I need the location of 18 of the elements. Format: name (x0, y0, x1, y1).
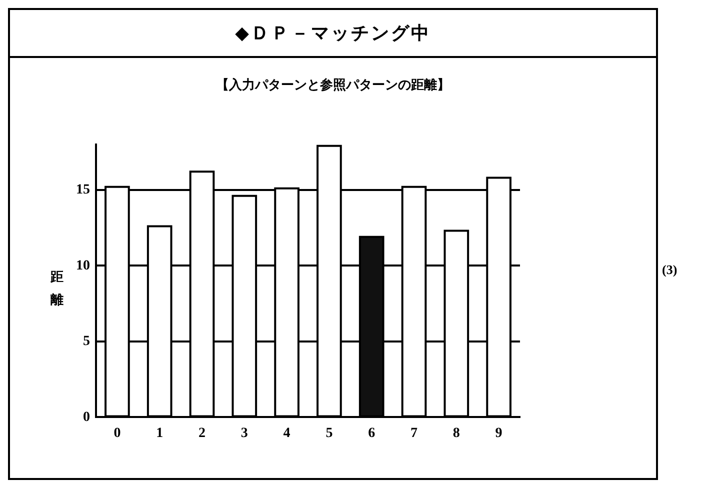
x-tick-label: 0 (114, 426, 121, 442)
y-tick-label: 5 (83, 334, 90, 350)
x-tick-label: 9 (495, 426, 502, 442)
y-tick-label: 10 (76, 258, 90, 274)
chart-title: ◆ＤＰ－マッチング中 (235, 22, 431, 45)
x-tick-label: 4 (283, 426, 290, 442)
x-tick-label: 6 (368, 426, 376, 442)
x-tick-label: 3 (240, 426, 248, 442)
x-tick-label: 1 (156, 426, 164, 442)
text: (3) (662, 262, 678, 278)
y-tick-label: 15 (76, 182, 90, 198)
chart-subtitle: 【入力パターンと参照パターンの距離】 (215, 76, 451, 94)
x-tick-label: 7 (410, 426, 418, 442)
x-tick-label: 8 (452, 426, 460, 442)
y-axis-title: 距離 (49, 260, 66, 304)
x-tick-label: 5 (326, 426, 333, 442)
y-tick-label: 0 (83, 410, 90, 425)
x-tick-label: 2 (198, 426, 206, 442)
